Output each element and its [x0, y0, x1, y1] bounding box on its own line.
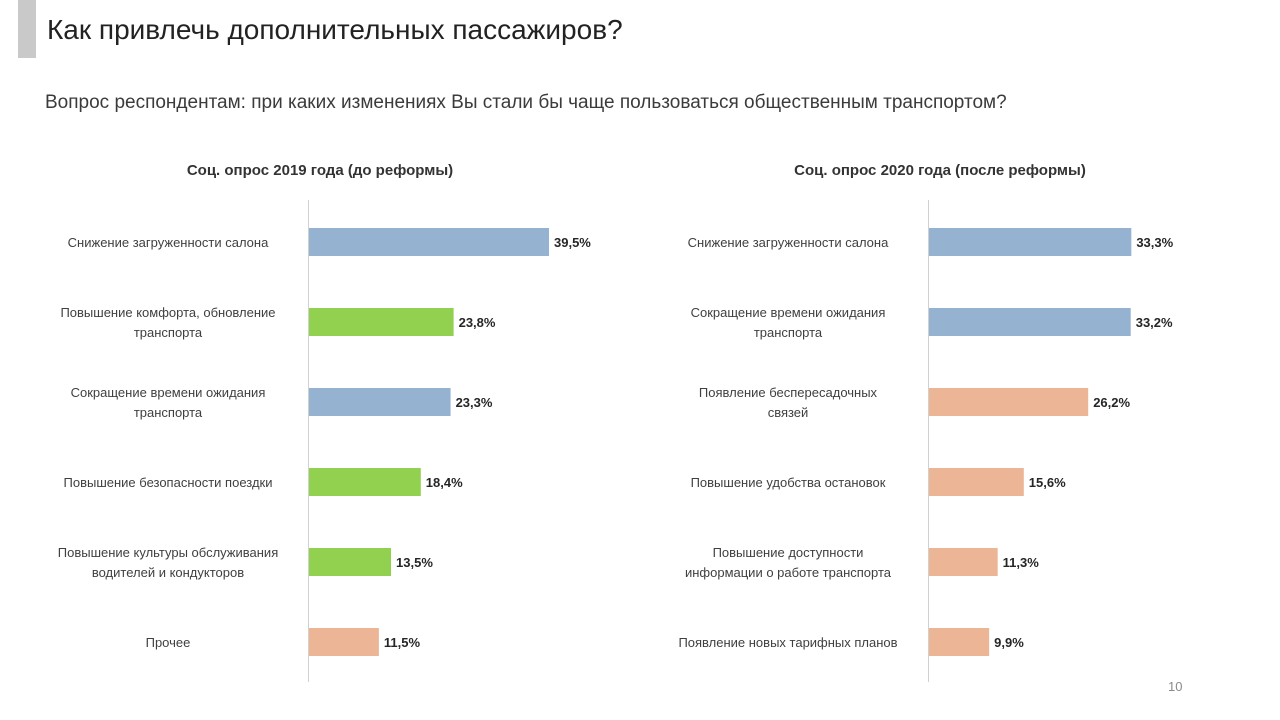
value-label: 23,3%: [456, 395, 493, 410]
value-label: 26,2%: [1093, 395, 1130, 410]
bar: [929, 308, 1131, 336]
category-label: Появление новых тарифных планов: [678, 635, 897, 650]
value-label: 13,5%: [396, 555, 433, 570]
chart-2019: 39,5% Снижение загруженности салона 23,8% П…: [58, 200, 591, 682]
bar: [309, 468, 421, 496]
bar: [309, 548, 392, 576]
value-label: 33,3%: [1136, 235, 1173, 250]
value-label: 9,9%: [994, 635, 1024, 650]
chart-2020-title: Соц. опрос 2020 года (после реформы): [794, 162, 1086, 179]
value-label: 15,6%: [1029, 475, 1066, 490]
page-number: 10: [1168, 679, 1183, 694]
chart-2020-panel: Соц. опрос 2020 года (после реформы) 33,…: [620, 162, 1260, 692]
bar: [309, 228, 549, 256]
category-label: Повышение удобства остановок: [691, 475, 886, 490]
category-label: Повышение доступности информации о работе…: [685, 545, 892, 580]
category-label: Появление беспересадочных связей: [699, 385, 878, 420]
bar: [929, 628, 990, 656]
chart-2019-panel: Соц. опрос 2019 года (до реформы) 39,5% С…: [0, 162, 640, 692]
bar: [929, 228, 1132, 256]
value-label: 11,3%: [1003, 555, 1040, 570]
bar: [929, 468, 1024, 496]
slide-title: Как привлечь дополнительных пассажиров?: [47, 14, 623, 45]
category-label: Прочее: [146, 635, 191, 650]
bar: [929, 548, 998, 576]
category-label: Повышение безопасности поездки: [64, 475, 273, 490]
bar: [309, 308, 454, 336]
title-accent-bar: [18, 0, 36, 58]
category-label: Снижение загруженности салона: [688, 235, 889, 250]
category-label: Сокращение времени ожидания транспорта: [71, 385, 266, 420]
bar: [309, 628, 379, 656]
bar: [929, 388, 1089, 416]
value-label: 18,4%: [426, 475, 463, 490]
slide-subtitle: Вопрос респондентам: при каких изменения…: [45, 92, 1007, 113]
category-label: Снижение загруженности салона: [68, 235, 269, 250]
category-label: Сокращение времени ожидания транспорта: [691, 305, 886, 340]
chart-2019-title: Соц. опрос 2019 года (до реформы): [186, 162, 454, 179]
value-label: 11,5%: [384, 635, 421, 650]
category-label: Повышение комфорта, обновление транспорта: [60, 305, 275, 340]
category-label: Повышение культуры обслуживания водителей…: [58, 545, 279, 580]
value-label: 39,5%: [554, 235, 591, 250]
value-label: 23,8%: [459, 315, 496, 330]
chart-2020: 33,3% Снижение загруженности салона 33,2% С…: [678, 200, 1174, 682]
value-label: 33,2%: [1136, 315, 1173, 330]
bar: [309, 388, 451, 416]
